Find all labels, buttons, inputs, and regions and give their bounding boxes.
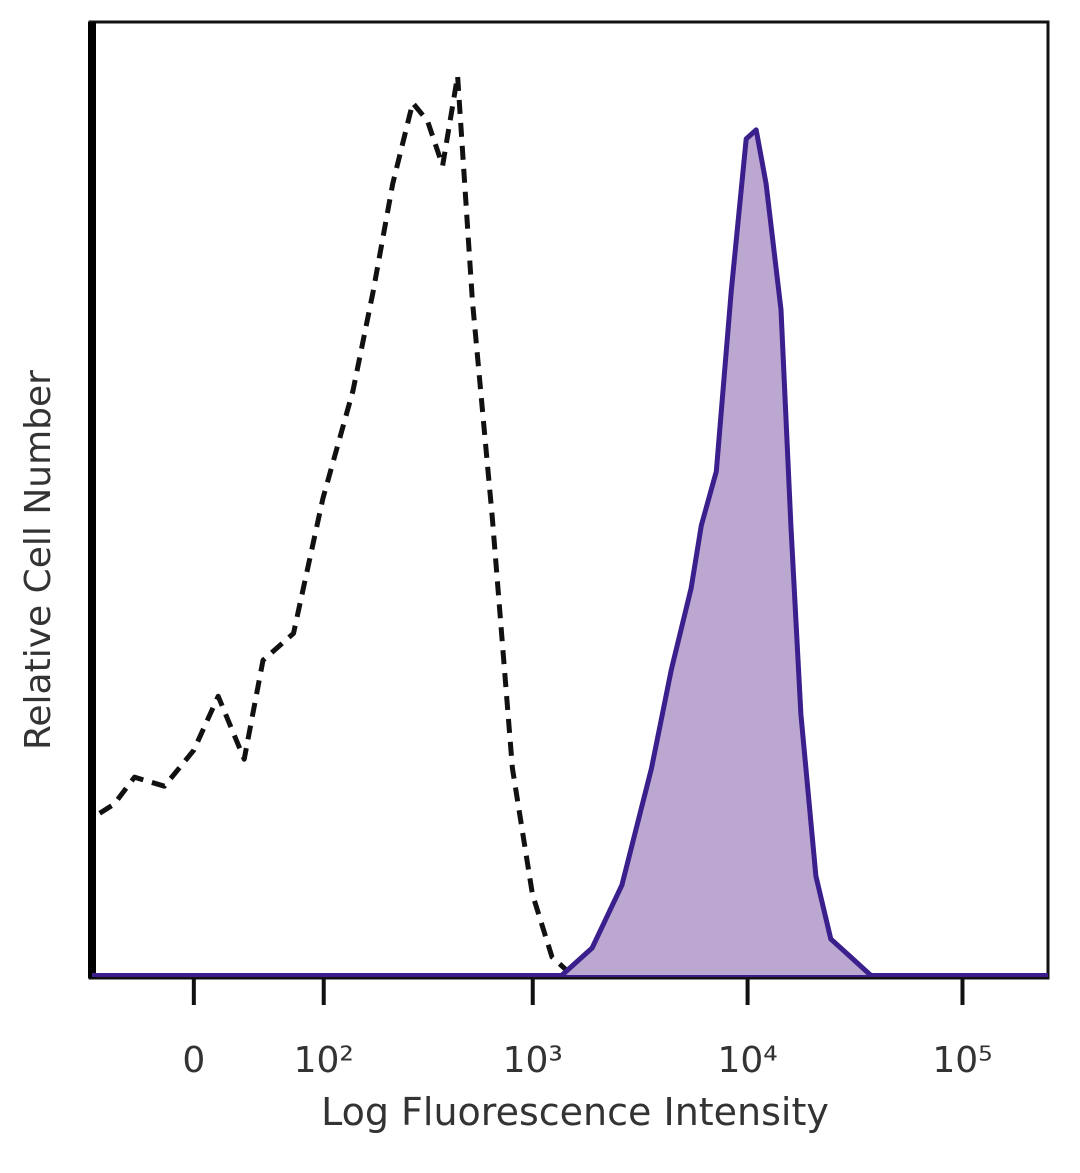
x-tick-label: 10⁴ [717, 1040, 777, 1081]
x-tick-label: 10⁵ [932, 1040, 992, 1081]
histogram-line [560, 127, 873, 977]
x-tick-label: 0 [182, 1040, 205, 1081]
histogram-area [562, 129, 871, 975]
x-axis-label: Log Fluorescence Intensity [321, 1090, 829, 1134]
plot-frame [88, 20, 1050, 980]
x-tick-label: 10² [294, 1040, 354, 1081]
histogram-line [98, 73, 574, 977]
y-axis-label: Relative Cell Number [18, 370, 59, 750]
x-tick-label: 10³ [503, 1040, 563, 1081]
